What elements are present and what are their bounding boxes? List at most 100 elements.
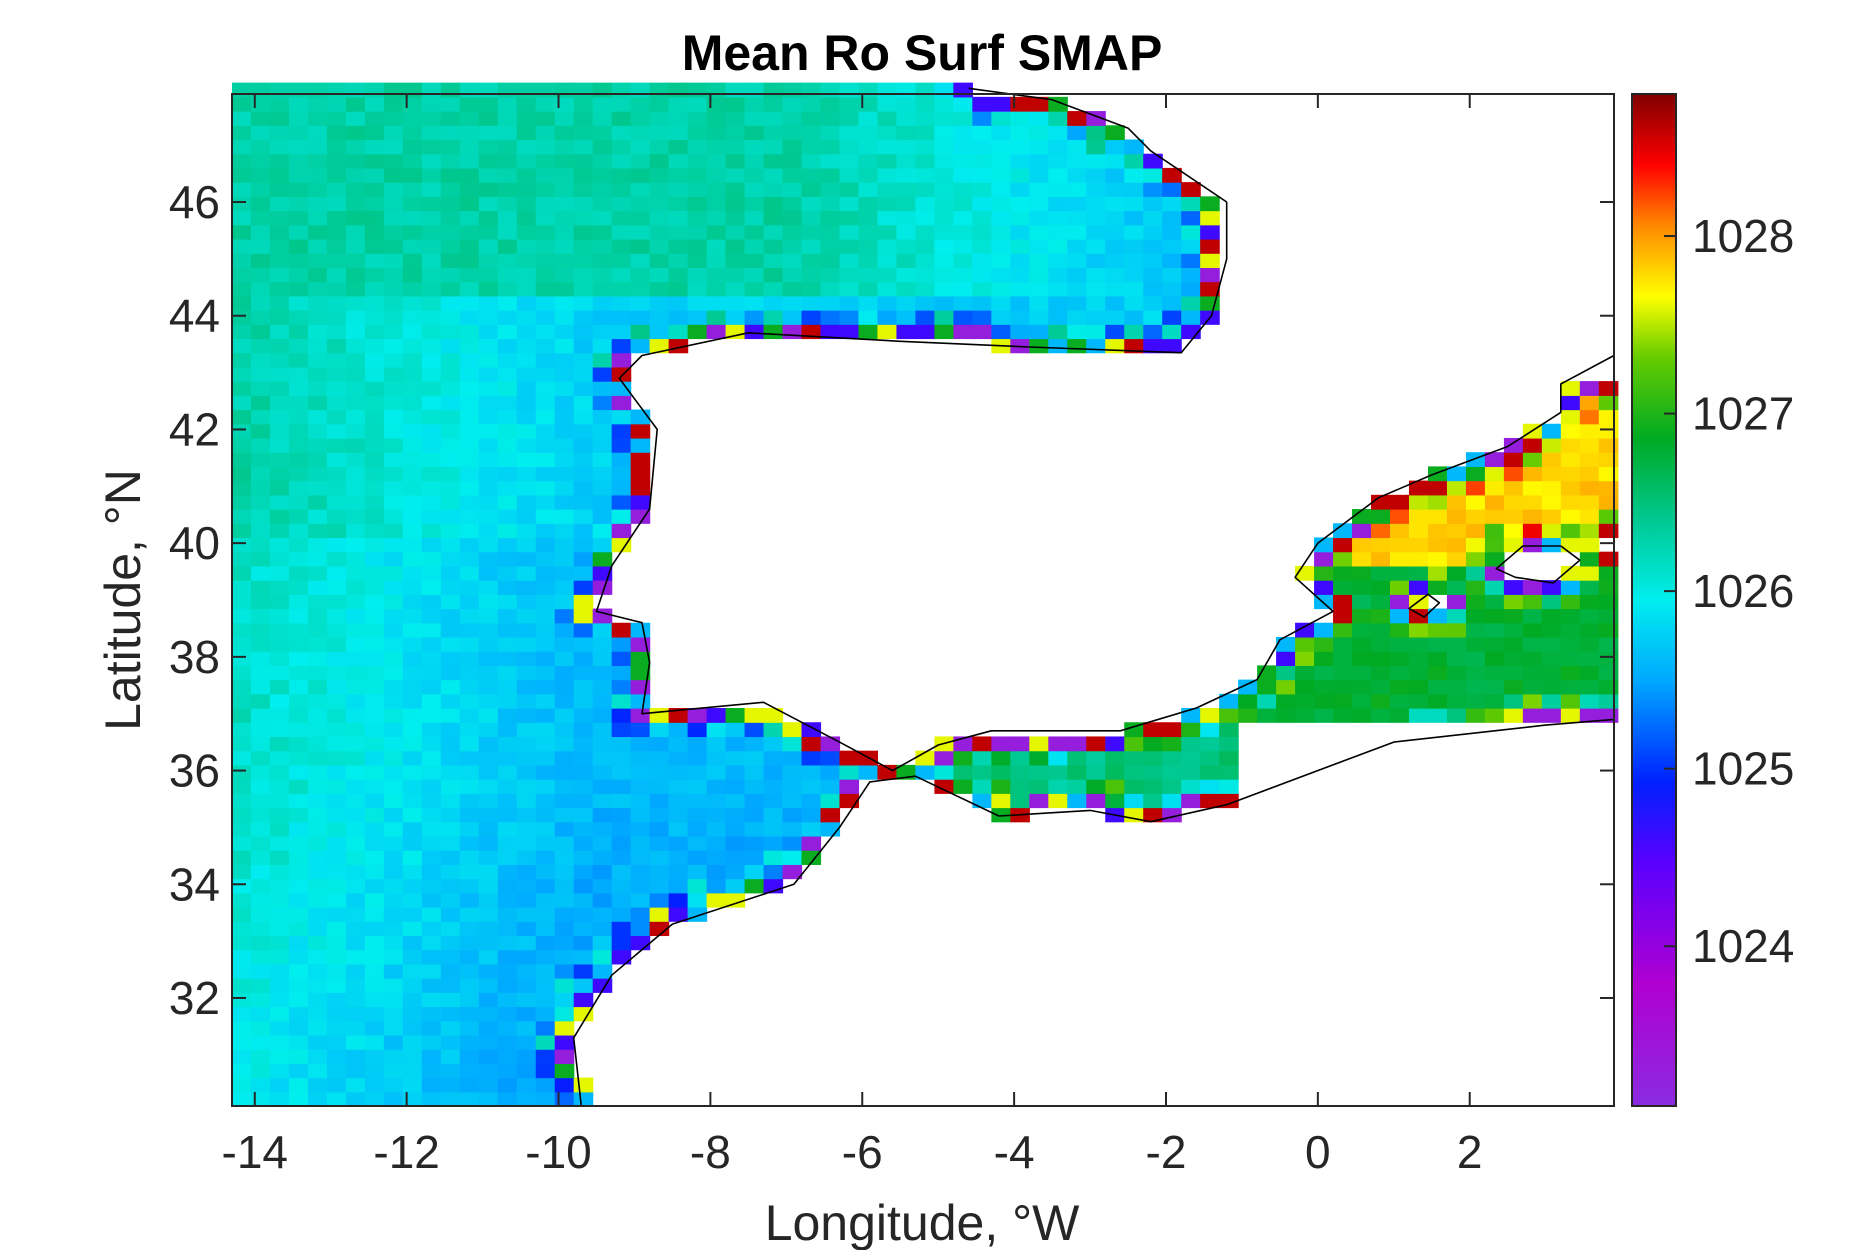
heatmap-cell — [611, 310, 632, 325]
heatmap-cell — [421, 1077, 442, 1093]
heatmap-cell — [1598, 523, 1619, 539]
heatmap-cell — [592, 395, 613, 411]
heatmap-cell — [630, 182, 651, 197]
heatmap-cell — [1219, 722, 1239, 738]
heatmap-cell — [1105, 167, 1125, 183]
heatmap-cell — [630, 693, 651, 709]
heatmap-cell — [402, 224, 423, 240]
heatmap-cell — [668, 310, 689, 325]
heatmap-cell — [1067, 125, 1087, 141]
heatmap-cell — [1010, 253, 1030, 268]
heatmap-cell — [497, 764, 518, 780]
heatmap-cell — [1371, 565, 1391, 581]
heatmap-cell — [307, 864, 328, 880]
heatmap-cell — [402, 182, 423, 197]
heatmap-cell — [1465, 693, 1486, 709]
heatmap-cell — [326, 693, 347, 709]
heatmap-cell — [611, 651, 632, 666]
heatmap-cell — [1067, 338, 1087, 354]
heatmap-cell — [744, 153, 765, 169]
heatmap-cell — [345, 423, 366, 439]
heatmap-cell — [1333, 665, 1353, 681]
heatmap-cell — [478, 381, 499, 396]
heatmap-cell — [232, 665, 252, 681]
heatmap-cell — [440, 281, 461, 297]
heatmap-cell — [896, 153, 916, 169]
heatmap-cell — [592, 665, 613, 681]
heatmap-cell — [687, 82, 708, 98]
colorbar-tick-label: 1026 — [1692, 565, 1794, 617]
heatmap-cell — [877, 96, 898, 112]
heatmap-cell — [896, 281, 916, 297]
heatmap-cell — [250, 281, 271, 297]
heatmap-cell — [269, 452, 290, 467]
heatmap-cell — [1427, 580, 1448, 595]
heatmap-cell — [421, 551, 442, 567]
heatmap-cell — [478, 722, 499, 738]
heatmap-cell — [440, 651, 461, 666]
heatmap-cell — [630, 324, 651, 340]
heatmap-cell — [1200, 793, 1220, 809]
heatmap-cell — [269, 1091, 290, 1107]
y-axis-label: Latitude, °N — [95, 469, 151, 731]
heatmap-cell — [592, 793, 613, 809]
heatmap-cell — [326, 366, 347, 382]
heatmap-cell — [459, 608, 480, 624]
heatmap-cell — [953, 210, 973, 226]
heatmap-cell — [421, 921, 442, 937]
heatmap-cell — [232, 153, 252, 169]
heatmap-cell — [763, 111, 784, 126]
heatmap-cell — [554, 850, 575, 865]
heatmap-cell — [1446, 494, 1467, 510]
heatmap-cell — [307, 764, 328, 780]
heatmap-cell — [516, 338, 537, 354]
heatmap-cell — [269, 295, 290, 311]
heatmap-cell — [1181, 779, 1201, 794]
heatmap-cell — [288, 452, 309, 467]
heatmap-cell — [478, 622, 499, 638]
heatmap-cell — [440, 523, 461, 539]
heatmap-cell — [478, 1091, 499, 1107]
heatmap-cell — [972, 750, 992, 766]
heatmap-cell — [232, 764, 252, 780]
heatmap-cell — [535, 651, 556, 666]
heatmap-cell — [820, 82, 841, 98]
heatmap-cell — [1333, 594, 1353, 610]
heatmap-cell — [972, 253, 992, 268]
heatmap-cell — [535, 153, 556, 169]
heatmap-cell — [1124, 338, 1144, 354]
heatmap-cell — [440, 622, 461, 638]
heatmap-cell — [383, 480, 404, 496]
heatmap-cell — [972, 764, 992, 780]
heatmap-cell — [307, 238, 328, 254]
heatmap-cell — [288, 935, 309, 951]
heatmap-cell — [1200, 238, 1220, 254]
heatmap-cell — [516, 395, 537, 411]
heatmap-cell — [972, 281, 992, 297]
heatmap-cell — [1333, 708, 1353, 723]
heatmap-cell — [364, 963, 385, 979]
heatmap-cell — [1143, 253, 1163, 268]
heatmap-cell — [953, 167, 973, 183]
heatmap-cell — [934, 139, 954, 155]
heatmap-cell — [478, 580, 499, 595]
heatmap-cell — [364, 850, 385, 865]
heatmap-cell — [402, 381, 423, 396]
x-tick-label: 0 — [1305, 1126, 1331, 1178]
heatmap-cell — [345, 182, 366, 197]
heatmap-cell — [326, 324, 347, 340]
heatmap-cell — [858, 267, 879, 283]
heatmap-cell — [554, 907, 575, 922]
heatmap-cell — [232, 878, 252, 894]
heatmap-cell — [649, 821, 670, 837]
heatmap-cell — [649, 82, 670, 98]
heatmap-cell — [307, 381, 328, 396]
heatmap-cell — [554, 651, 575, 666]
heatmap-cell — [364, 167, 385, 183]
heatmap-cell — [516, 622, 537, 638]
heatmap-cell — [232, 693, 252, 709]
heatmap-cell — [554, 565, 575, 581]
heatmap-cell — [1484, 466, 1505, 482]
heatmap-cell — [858, 238, 879, 254]
